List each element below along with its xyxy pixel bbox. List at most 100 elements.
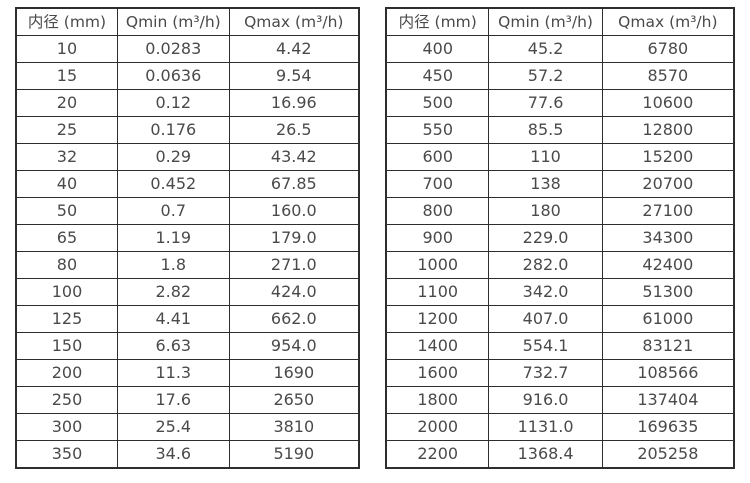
table-row: 50 0.7 160.0 <box>15 197 360 225</box>
table-row: 10 0.0283 4.42 <box>15 35 360 63</box>
table-cell: 179.0 <box>228 224 360 252</box>
table-cell: 25.4 <box>116 413 230 441</box>
column-header: Qmin (m³/h) <box>488 7 603 36</box>
table-cell: 2.82 <box>116 278 230 306</box>
table-cell: 108566 <box>601 359 735 387</box>
table-cell: 500 <box>385 89 490 117</box>
table-cell: 342.0 <box>488 278 603 306</box>
table-cell: 25 <box>15 116 118 144</box>
table-cell: 0.0636 <box>116 62 230 90</box>
table-cell: 700 <box>385 170 490 198</box>
table-cell: 1131.0 <box>488 413 603 441</box>
table-cell: 32 <box>15 143 118 171</box>
table-cell: 1800 <box>385 386 490 414</box>
table-cell: 0.12 <box>116 89 230 117</box>
table-row: 40 0.452 67.85 <box>15 170 360 198</box>
table-cell: 1600 <box>385 359 490 387</box>
table-cell: 800 <box>385 197 490 225</box>
flow-spec-table-small-diameters: 内径 (mm) Qmin (m³/h) Qmax (m³/h) 10 0.0283 4.4… <box>15 7 360 469</box>
table-cell: 15 <box>15 62 118 90</box>
flow-spec-tables-container: 内径 (mm) Qmin (m³/h) Qmax (m³/h) 10 0.0283 4.4… <box>15 7 735 469</box>
table-row: 1000 282.0 42400 <box>385 251 735 279</box>
header-row: 内径 (mm) Qmin (m³/h) Qmax (m³/h) <box>385 7 735 36</box>
table-cell: 1200 <box>385 305 490 333</box>
table-row: 800 180 27100 <box>385 197 735 225</box>
table-cell: 9.54 <box>228 62 360 90</box>
table-cell: 61000 <box>601 305 735 333</box>
table-cell: 3810 <box>228 413 360 441</box>
table-cell: 57.2 <box>488 62 603 90</box>
table-cell: 12800 <box>601 116 735 144</box>
table-cell: 250 <box>15 386 118 414</box>
table-cell: 1100 <box>385 278 490 306</box>
table-cell: 27100 <box>601 197 735 225</box>
column-header: 内径 (mm) <box>15 7 118 36</box>
table-row: 1800 916.0 137404 <box>385 386 735 414</box>
table-cell: 550 <box>385 116 490 144</box>
table-cell: 85.5 <box>488 116 603 144</box>
table-cell: 45.2 <box>488 35 603 63</box>
table-row: 300 25.4 3810 <box>15 413 360 441</box>
table-cell: 138 <box>488 170 603 198</box>
table-cell: 83121 <box>601 332 735 360</box>
table-cell: 50 <box>15 197 118 225</box>
table-cell: 0.452 <box>116 170 230 198</box>
table-cell: 5190 <box>228 440 360 469</box>
table-cell: 20700 <box>601 170 735 198</box>
table-cell: 100 <box>15 278 118 306</box>
table-row: 250 17.6 2650 <box>15 386 360 414</box>
table-cell: 0.7 <box>116 197 230 225</box>
table-cell: 0.176 <box>116 116 230 144</box>
table-cell: 424.0 <box>228 278 360 306</box>
table-cell: 110 <box>488 143 603 171</box>
table-cell: 4.42 <box>228 35 360 63</box>
flow-spec-table-large-diameters: 内径 (mm) Qmin (m³/h) Qmax (m³/h) 400 45.2 6780… <box>385 7 735 469</box>
table-cell: 34.6 <box>116 440 230 469</box>
table-cell: 200 <box>15 359 118 387</box>
table-row: 65 1.19 179.0 <box>15 224 360 252</box>
table-cell: 15200 <box>601 143 735 171</box>
table-cell: 10 <box>15 35 118 63</box>
table-row: 1100 342.0 51300 <box>385 278 735 306</box>
table-cell: 43.42 <box>228 143 360 171</box>
table-cell: 6780 <box>601 35 735 63</box>
table-cell: 16.96 <box>228 89 360 117</box>
table-cell: 8570 <box>601 62 735 90</box>
table-row: 1200 407.0 61000 <box>385 305 735 333</box>
table-row: 20 0.12 16.96 <box>15 89 360 117</box>
table-row: 450 57.2 8570 <box>385 62 735 90</box>
table-cell: 205258 <box>601 440 735 469</box>
table-row: 2000 1131.0 169635 <box>385 413 735 441</box>
table-row: 500 77.6 10600 <box>385 89 735 117</box>
table-cell: 282.0 <box>488 251 603 279</box>
table-cell: 400 <box>385 35 490 63</box>
table-row: 550 85.5 12800 <box>385 116 735 144</box>
table-cell: 300 <box>15 413 118 441</box>
table-cell: 20 <box>15 89 118 117</box>
table-cell: 169635 <box>601 413 735 441</box>
table-cell: 1.19 <box>116 224 230 252</box>
header-row: 内径 (mm) Qmin (m³/h) Qmax (m³/h) <box>15 7 360 36</box>
table-cell: 17.6 <box>116 386 230 414</box>
table-cell: 1400 <box>385 332 490 360</box>
table-row: 15 0.0636 9.54 <box>15 62 360 90</box>
column-header: 内径 (mm) <box>385 7 490 36</box>
table-cell: 26.5 <box>228 116 360 144</box>
table-cell: 350 <box>15 440 118 469</box>
table-cell: 180 <box>488 197 603 225</box>
table-cell: 1368.4 <box>488 440 603 469</box>
table-cell: 0.0283 <box>116 35 230 63</box>
table-row: 32 0.29 43.42 <box>15 143 360 171</box>
table-cell: 77.6 <box>488 89 603 117</box>
table-row: 25 0.176 26.5 <box>15 116 360 144</box>
table-cell: 67.85 <box>228 170 360 198</box>
column-header: Qmax (m³/h) <box>228 7 360 36</box>
table-cell: 6.63 <box>116 332 230 360</box>
table-cell: 137404 <box>601 386 735 414</box>
table-cell: 407.0 <box>488 305 603 333</box>
table-cell: 271.0 <box>228 251 360 279</box>
table-cell: 34300 <box>601 224 735 252</box>
table-cell: 65 <box>15 224 118 252</box>
table-cell: 2650 <box>228 386 360 414</box>
table-cell: 11.3 <box>116 359 230 387</box>
